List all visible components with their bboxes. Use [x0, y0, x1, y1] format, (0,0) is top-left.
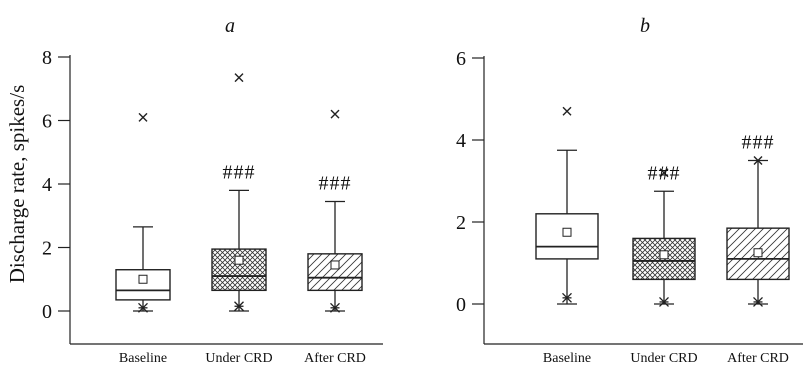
- percentile-low-marker: [562, 292, 572, 303]
- x-stroke: [330, 109, 340, 119]
- x-stroke: [659, 168, 669, 178]
- box-body: [115, 269, 171, 301]
- outlier-high-marker: [234, 73, 244, 83]
- panel-b: b 0 2 4 6 Baseline Under CRD After CRD ### ###: [456, 15, 803, 366]
- box-body: [307, 253, 363, 292]
- significance-annotation: ###: [742, 132, 775, 154]
- percentile-low-marker: [138, 302, 148, 313]
- outlier-high-marker: [753, 156, 763, 165]
- mean-marker: [659, 250, 669, 260]
- box-3: ###: [307, 109, 363, 313]
- box-1: [535, 106, 599, 305]
- mean-marker: [562, 227, 572, 237]
- y-tick-label: 0: [456, 294, 466, 316]
- percentile-low-marker: [234, 301, 244, 312]
- box-2: ###: [632, 162, 696, 307]
- mean-marker: [330, 260, 340, 270]
- x-stroke: [562, 106, 572, 116]
- mean-marker: [234, 255, 244, 265]
- panel-label: a: [225, 15, 235, 37]
- box-2: ###: [211, 73, 267, 312]
- significance-annotation: ###: [223, 161, 256, 183]
- significance-annotation: ###: [648, 162, 681, 184]
- outlier-high-marker: [330, 109, 340, 119]
- x-stroke: [753, 156, 763, 165]
- x-tick-label: Baseline: [119, 351, 167, 366]
- y-tick-label: 2: [42, 238, 52, 260]
- outlier-high-marker: [659, 168, 669, 178]
- mean-marker: [753, 248, 763, 258]
- box-body: [211, 248, 267, 292]
- y-tick-label: 0: [42, 301, 52, 323]
- panel-label: b: [640, 15, 650, 37]
- x-tick-label: After CRD: [727, 351, 789, 366]
- y-tick-label: 2: [456, 212, 466, 234]
- y-tick-label: 4: [42, 174, 52, 196]
- x-tick-label: Under CRD: [630, 351, 697, 366]
- y-tick-label: 6: [42, 111, 52, 133]
- significance-annotation: ###: [319, 172, 352, 194]
- y-axis-label: Discharge rate, spikes/s: [5, 85, 29, 283]
- x-tick-label: Under CRD: [205, 351, 272, 366]
- percentile-low-marker: [330, 302, 340, 313]
- x-tick-label: After CRD: [304, 351, 366, 366]
- x-stroke: [138, 112, 148, 122]
- y-tick-label: 8: [42, 47, 52, 69]
- box-1: [115, 112, 171, 313]
- x-tick-label: Baseline: [543, 351, 591, 366]
- outlier-high-marker: [138, 112, 148, 122]
- percentile-low-marker: [753, 296, 763, 307]
- outlier-high-marker: [562, 106, 572, 116]
- box-3: ###: [726, 132, 790, 307]
- mean-marker: [138, 274, 148, 284]
- percentile-low-marker: [659, 296, 669, 307]
- panel-a: a 0 2 4 6 8 Baseline Under CRD After CRD ### ###: [42, 15, 383, 366]
- x-stroke: [234, 73, 244, 83]
- y-tick-label: 6: [456, 48, 466, 70]
- y-tick-label: 4: [456, 130, 466, 152]
